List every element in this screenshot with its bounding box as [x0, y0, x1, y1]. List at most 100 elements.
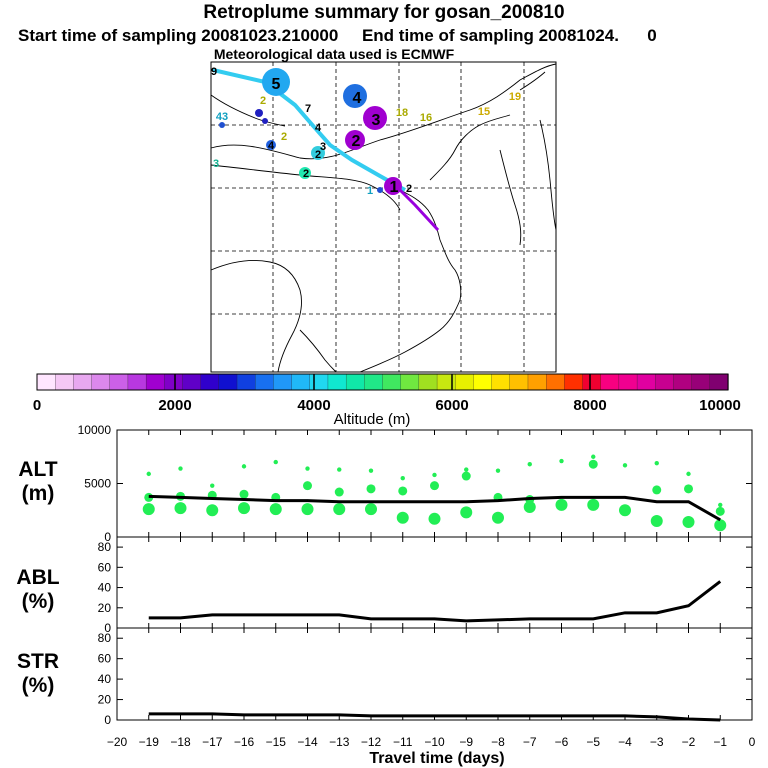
x-tick-label: −17 — [202, 735, 223, 749]
altitude-dot — [591, 454, 596, 459]
colorbar-cell — [618, 373, 638, 391]
small-map-labels: 9 2 7 4 43 4 2 3 3 2 2 1 18 16 15 19 2 — [211, 66, 521, 197]
altitude-dot — [333, 503, 346, 516]
x-tick-label: −7 — [523, 735, 537, 749]
map-label: 16 — [420, 112, 432, 124]
y-tick-label: 40 — [98, 581, 112, 595]
map-label: 4 — [315, 122, 322, 134]
altitude-dot — [714, 519, 727, 532]
altitude-dot — [174, 502, 187, 515]
altitude-dot — [206, 504, 219, 517]
altitude-dot — [461, 471, 471, 481]
altitude-colorbar: 0 2000 4000 6000 8000 10000 Altitude (m) — [33, 373, 741, 428]
altitude-dot — [365, 503, 377, 516]
map-label: 2 — [303, 168, 309, 180]
map-label: 2 — [406, 183, 412, 195]
altitude-dot — [718, 502, 723, 508]
trajectory-line-purple — [393, 183, 440, 232]
colorbar-tick-labels: 0 2000 4000 6000 8000 10000 — [33, 397, 741, 414]
colorbar-cell — [436, 373, 456, 391]
map-label: 9 — [211, 66, 217, 78]
colorbar-cell — [600, 373, 620, 391]
plume-marker — [262, 68, 290, 96]
alt-series-line — [148, 494, 721, 522]
altitude-dot — [142, 503, 155, 516]
colorbar-cell — [509, 373, 529, 391]
str-series-line — [148, 712, 721, 722]
colorbar-cell — [164, 373, 184, 391]
colorbar-cell — [200, 373, 220, 391]
map-label: 3 — [320, 141, 326, 153]
altitude-dot — [301, 503, 314, 516]
colorbar-cell — [91, 373, 111, 391]
colorbar-cell — [327, 373, 347, 391]
colorbar-cell — [73, 373, 93, 391]
altitude-dot — [555, 498, 568, 511]
x-tick-label: −20 — [107, 735, 128, 749]
plume-number: 1 — [390, 179, 399, 196]
colorbar-cell — [309, 373, 329, 391]
altitude-dot — [305, 466, 310, 471]
colorbar-cell — [582, 373, 602, 391]
altitude-dot — [588, 459, 598, 469]
x-tick-label: 0 — [749, 735, 756, 749]
x-tick-label: −4 — [618, 735, 632, 749]
x-tick-label: −3 — [650, 735, 664, 749]
colorbar-frame — [36, 373, 729, 391]
met-data-note: Meteorological data used is ECMWF — [213, 46, 455, 62]
map-label: 7 — [305, 103, 311, 115]
altitude-dot — [400, 475, 405, 481]
map-label: 18 — [396, 107, 408, 119]
plume-marker — [377, 187, 383, 193]
colorbar-cell — [218, 373, 238, 391]
panel-labels: ALT (m) ABL (%) STR (%) — [16, 458, 59, 697]
abl-series-line — [148, 580, 722, 623]
colorbar-cell — [127, 373, 147, 391]
x-tick-label: −11 — [393, 735, 413, 749]
altitude-dot — [337, 467, 342, 472]
alt-panel: 0 5000 10000 — [78, 423, 753, 544]
colorbar-tick: 6000 — [435, 397, 468, 414]
abl-label: ABL — [16, 566, 59, 589]
x-tick-label: −13 — [329, 735, 350, 749]
altitude-dot — [495, 468, 501, 473]
colorbar-cell — [455, 373, 475, 391]
plume-marker — [363, 106, 387, 130]
map-label: 2 — [315, 149, 321, 161]
y-tick-label: 20 — [98, 693, 112, 707]
altitude-dot — [241, 464, 247, 469]
altitude-dot — [622, 463, 628, 468]
x-tick-label: −10 — [424, 735, 445, 749]
y-tick-label: 0 — [104, 713, 111, 727]
altitude-dot — [682, 516, 695, 529]
x-tick-label: −8 — [491, 735, 505, 749]
colorbar-cell — [418, 373, 438, 391]
altitude-dot — [239, 489, 249, 499]
str-label: STR — [17, 650, 59, 673]
colorbar-cell — [236, 373, 256, 391]
colorbar-cell — [473, 373, 493, 391]
altitude-dot — [303, 481, 312, 491]
y-tick-label: 60 — [98, 560, 112, 574]
altitude-dot — [428, 512, 441, 525]
altitude-dot — [652, 485, 662, 495]
map-label: 1 — [367, 185, 373, 197]
y-tick-label: 10000 — [78, 423, 112, 437]
colorbar-cell — [364, 373, 384, 391]
colorbar-tick: 4000 — [297, 397, 330, 414]
altitude-dot — [527, 462, 532, 467]
colorbar-tick: 8000 — [573, 397, 606, 414]
plume-marker — [262, 118, 268, 124]
str-frame — [116, 627, 753, 721]
plume-marker — [299, 167, 311, 179]
plume-number-labels: 5 4 3 2 1 — [272, 76, 399, 196]
y-tick-label: 0 — [104, 621, 111, 635]
plume-number: 3 — [372, 112, 381, 129]
sampling-time-subtitle: Start time of sampling 20081023.210000 E… — [18, 26, 657, 45]
alt-unit: (m) — [22, 482, 55, 505]
chart-title: Retroplume summary for gosan_200810 — [203, 2, 565, 23]
map-label: 19 — [509, 91, 521, 103]
